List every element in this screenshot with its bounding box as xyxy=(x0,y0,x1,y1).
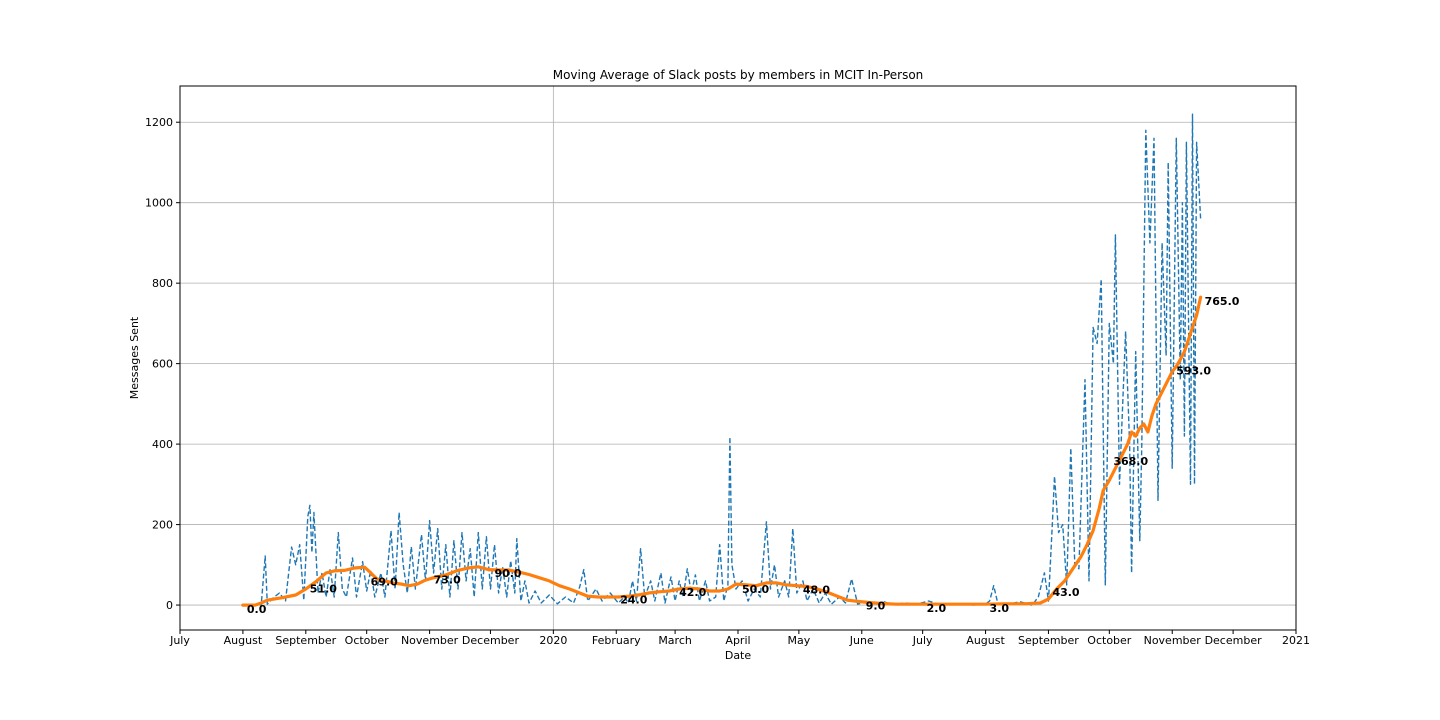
x-axis-label: Date xyxy=(725,649,752,662)
y-tick-label: 1200 xyxy=(145,116,173,129)
y-axis-label: Messages Sent xyxy=(128,316,141,399)
data-label: 24.0 xyxy=(620,593,647,606)
x-tick-label: March xyxy=(658,634,692,647)
chart-title: Moving Average of Slack posts by members… xyxy=(553,68,924,82)
x-tick-label: May xyxy=(787,634,810,647)
x-tick-label: October xyxy=(1087,634,1131,647)
y-tick-label: 1000 xyxy=(145,197,173,210)
data-label: 9.0 xyxy=(866,599,886,612)
x-tick-label: September xyxy=(1018,634,1079,647)
data-label: 43.0 xyxy=(1052,586,1079,599)
y-tick-label: 600 xyxy=(152,358,173,371)
data-label: 3.0 xyxy=(990,602,1010,615)
data-label: 90.0 xyxy=(494,567,521,580)
x-tick-label: December xyxy=(462,634,520,647)
plot-frame xyxy=(179,85,1297,631)
x-tick-label: November xyxy=(401,634,459,647)
x-tick-label: August xyxy=(966,634,1005,647)
data-label: 0.0 xyxy=(247,603,267,616)
y-tick-label: 400 xyxy=(152,438,173,451)
x-tick-label: August xyxy=(224,634,263,647)
data-label: 593.0 xyxy=(1176,364,1211,377)
data-label: 368.0 xyxy=(1113,455,1148,468)
data-label: 765.0 xyxy=(1205,295,1240,308)
x-tick-label: 2020 xyxy=(539,634,567,647)
daily-posts-line xyxy=(242,113,1202,606)
data-labels: 0.0 51.0 69.0 73.0 90.0 24.0 42.0 50.0 48.0 9.0 2.… xyxy=(247,295,1240,616)
x-tick-label: December xyxy=(1205,634,1263,647)
data-label: 50.0 xyxy=(742,583,769,596)
y-tick-label: 200 xyxy=(152,519,173,532)
data-label: 69.0 xyxy=(371,575,398,588)
series-lines xyxy=(241,113,1203,607)
x-tick-label: November xyxy=(1144,634,1202,647)
data-label: 48.0 xyxy=(803,584,830,597)
y-tick-label: 0 xyxy=(166,599,173,612)
axis-ticks: 0 200 400 600 800 1000 1200 July August September… xyxy=(145,116,1310,647)
x-tick-label: June xyxy=(849,634,874,647)
x-tick-label: September xyxy=(275,634,336,647)
x-tick-label: February xyxy=(592,634,641,647)
data-label: 42.0 xyxy=(679,586,706,599)
x-tick-label: July xyxy=(912,634,933,647)
grid-lines xyxy=(180,86,1297,630)
data-label: 2.0 xyxy=(927,602,947,615)
x-tick-label: 2021 xyxy=(1282,634,1310,647)
data-label: 73.0 xyxy=(434,574,461,587)
x-tick-label: April xyxy=(725,634,750,647)
y-tick-label: 800 xyxy=(152,277,173,290)
x-tick-label: October xyxy=(345,634,389,647)
x-tick-label: July xyxy=(169,634,190,647)
moving-average-line xyxy=(241,295,1203,607)
data-label: 51.0 xyxy=(310,583,337,596)
